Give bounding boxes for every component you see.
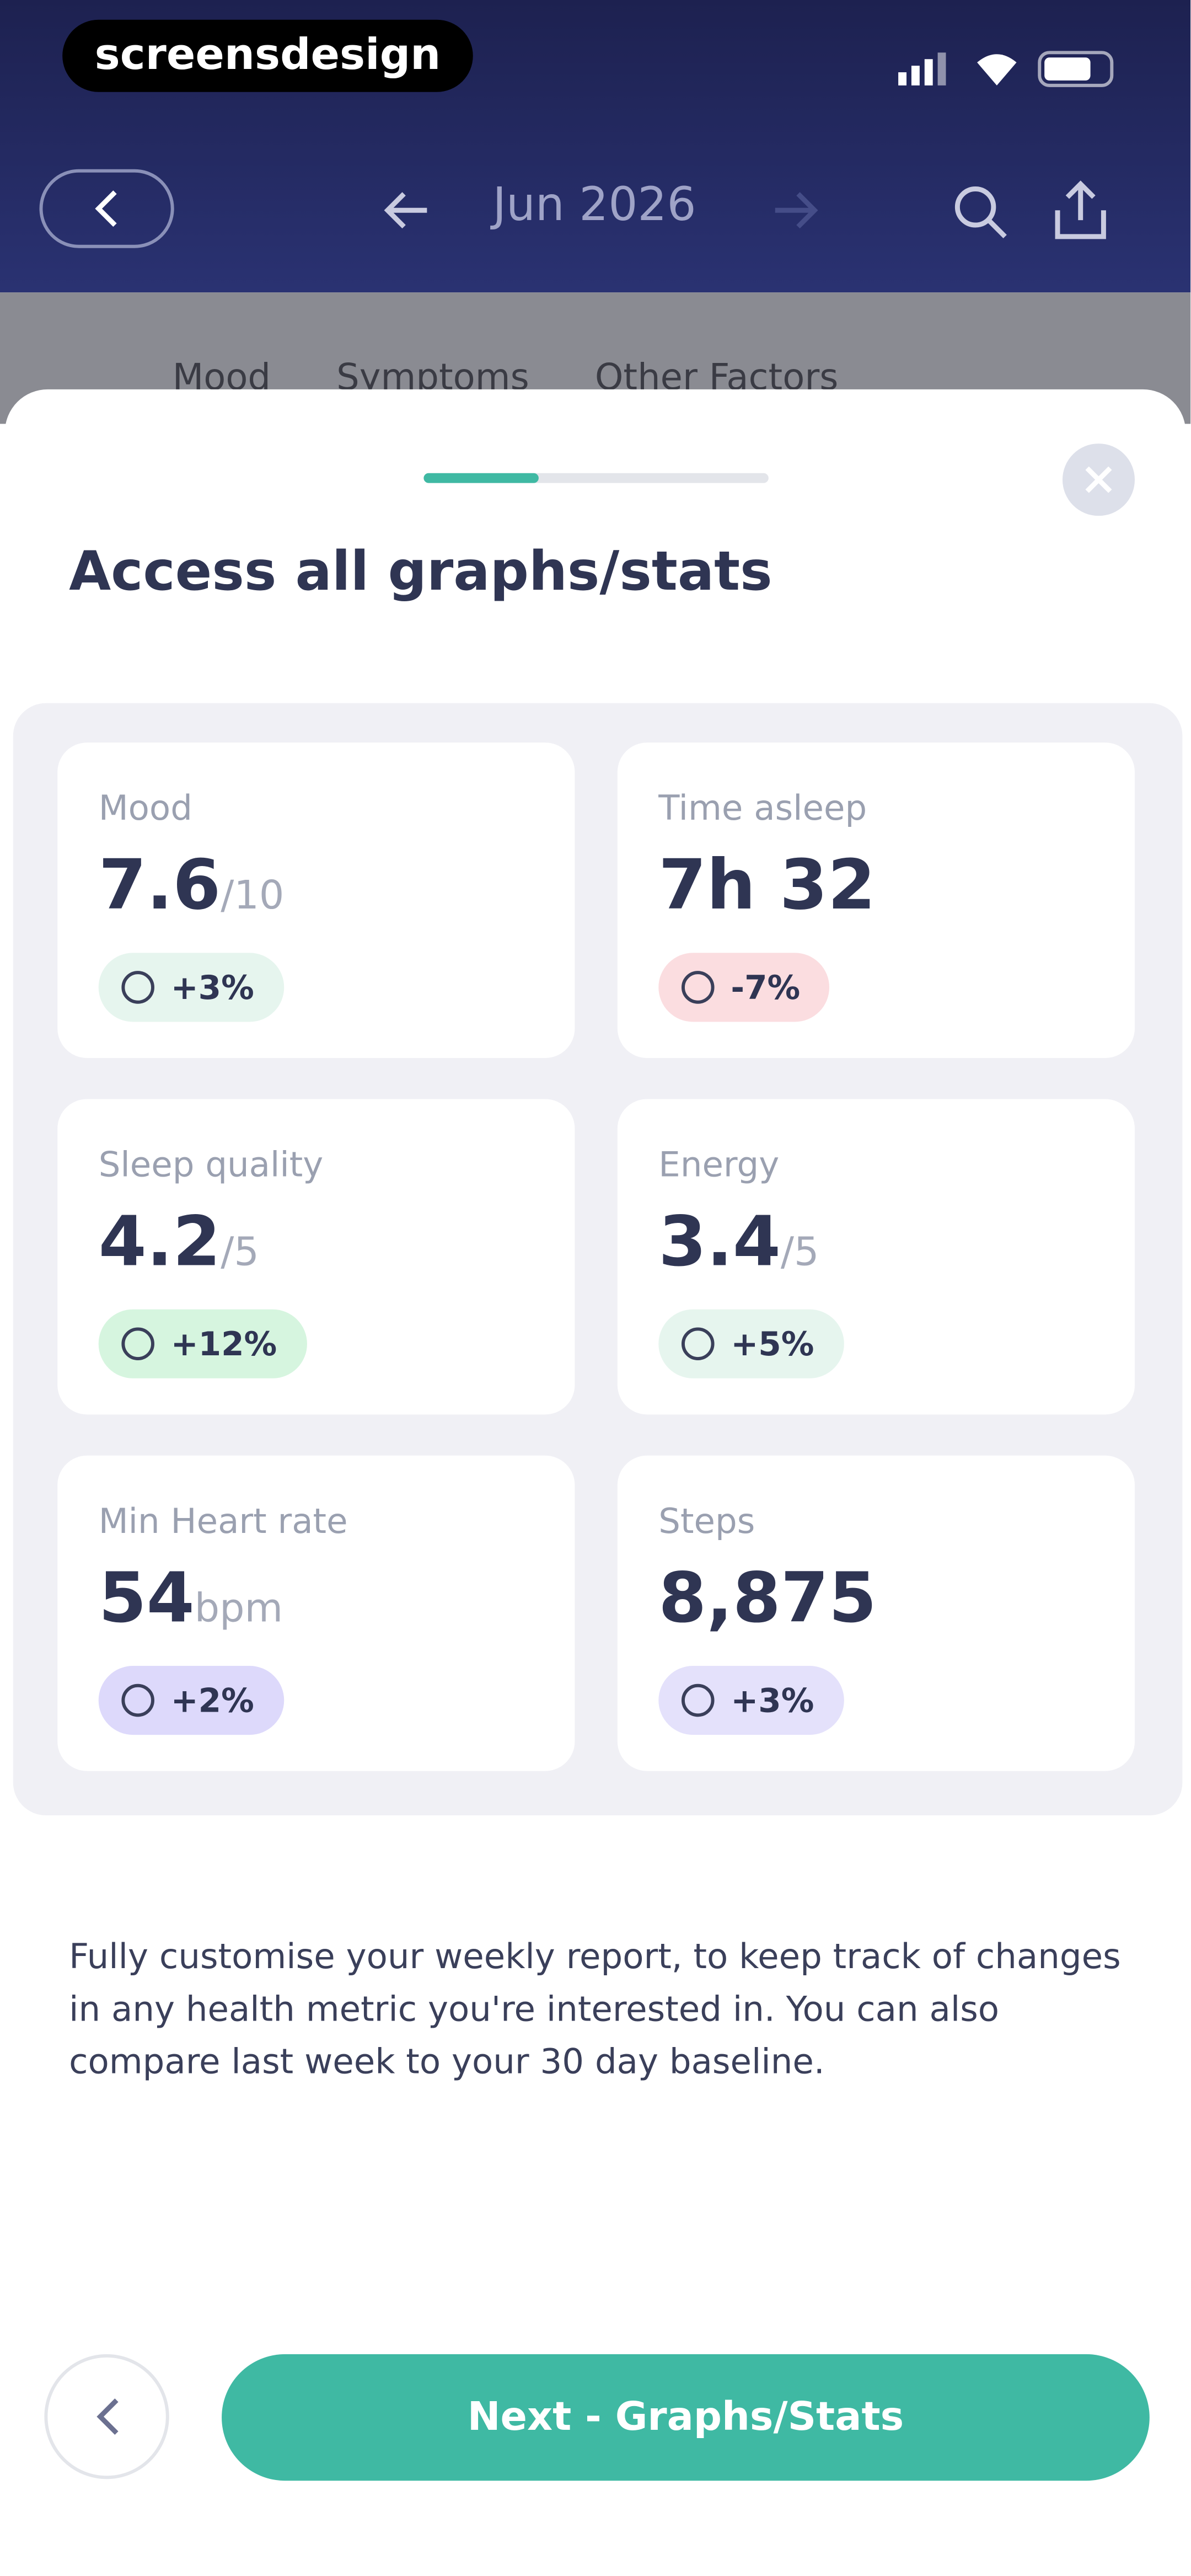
- badge-icon: [681, 1684, 715, 1717]
- stats-panel: Mood 7.6/10 +3% Time asleep 7h 32 -7% Sleep qu…: [13, 703, 1183, 1816]
- share[interactable]: [1048, 178, 1113, 243]
- stat-value: 8,875: [658, 1557, 877, 1638]
- change-badge: -7%: [658, 953, 830, 1022]
- change-badge: +2%: [98, 1665, 284, 1735]
- back-button[interactable]: [44, 2354, 169, 2479]
- stat-value-row: 7.6/10: [99, 845, 285, 925]
- stat-value: 54: [98, 1557, 195, 1638]
- badge-icon: [121, 1684, 154, 1717]
- description: Fully customise your weekly report, to k…: [69, 1937, 1121, 2082]
- change-value: +2%: [170, 1680, 254, 1720]
- badge-icon: [681, 1327, 715, 1361]
- stat-value-row: 7h 32: [658, 845, 876, 925]
- change-value: -7%: [731, 968, 801, 1007]
- brand: screensdesign: [62, 19, 473, 92]
- stat-card: Steps 8,875 +3%: [617, 1455, 1135, 1771]
- progress-fill: [423, 473, 539, 483]
- search[interactable]: [949, 181, 1015, 247]
- change-value: +5%: [731, 1324, 814, 1364]
- stat-value: 3.4: [658, 1201, 781, 1282]
- stat-label: Min Heart rate: [98, 1501, 348, 1541]
- badge-icon: [121, 1327, 154, 1361]
- stat-card: Sleep quality 4.2/5 +12%: [57, 1099, 575, 1415]
- chevron: [96, 2398, 119, 2435]
- change-badge: +3%: [98, 953, 284, 1022]
- change-badge: +12%: [98, 1309, 307, 1378]
- prev-month[interactable]: [378, 181, 437, 240]
- stat-unit: bpm: [194, 1585, 283, 1632]
- stat-card: Energy 3.4/5 +5%: [617, 1099, 1135, 1415]
- badge-icon: [121, 971, 154, 1004]
- status-icons: [898, 51, 1114, 87]
- stat-value-row: 3.4/5: [658, 1201, 819, 1281]
- stat-value-row: 8,875: [658, 1557, 877, 1638]
- close-button[interactable]: [1062, 443, 1135, 516]
- change-value: +3%: [731, 1680, 814, 1720]
- sheet-title: Access all graphs/stats: [69, 538, 772, 603]
- stat-label: Time asleep: [658, 788, 867, 829]
- change-value: +3%: [170, 968, 254, 1007]
- stat-unit: /10: [221, 872, 285, 918]
- month: Jun 2026: [492, 177, 696, 232]
- stat-value-row: 4.2/5: [99, 1201, 259, 1281]
- stat-value-row: 54bpm: [99, 1557, 283, 1638]
- back-nav-button[interactable]: [39, 169, 174, 248]
- stat-card: Time asleep 7h 32 -7%: [617, 742, 1135, 1059]
- stat-card: Mood 7.6/10 +3%: [57, 742, 575, 1059]
- stat-unit: /5: [221, 1228, 259, 1275]
- stat-value: 7.6: [98, 844, 221, 925]
- change-badge: +5%: [658, 1309, 844, 1378]
- stat-label: Mood: [98, 788, 192, 829]
- stat-value: 4.2: [98, 1201, 221, 1282]
- next-month[interactable]: [765, 181, 824, 240]
- stat-label: Steps: [658, 1501, 755, 1541]
- progress-track: [423, 473, 769, 483]
- next-button[interactable]: Next - Graphs/Stats: [222, 2354, 1150, 2481]
- badge-icon: [681, 971, 715, 1004]
- chevron: [95, 190, 117, 227]
- stat-label: Sleep quality: [98, 1145, 324, 1185]
- change-badge: +3%: [658, 1665, 844, 1735]
- stat-unit: /5: [780, 1228, 819, 1275]
- change-value: +12%: [170, 1324, 277, 1364]
- stat-value: 7h 32: [658, 844, 876, 925]
- stat-label: Energy: [658, 1145, 780, 1185]
- stat-card: Min Heart rate 54bpm +2%: [57, 1455, 575, 1771]
